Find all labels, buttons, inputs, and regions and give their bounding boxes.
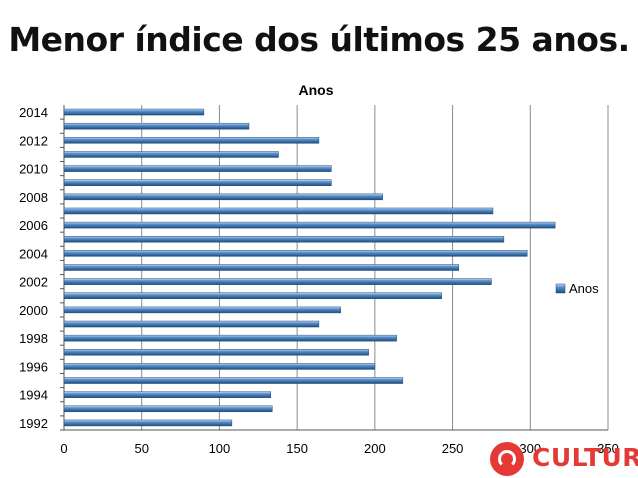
bar-2005 (63, 235, 505, 243)
legend-label: Anos (569, 281, 599, 296)
x-tick-label: 0 (60, 441, 67, 456)
y-axis-ticks: 1992 1994 1996 1998 2000 2002 2004 2006 2008 2010… (19, 105, 64, 431)
bar-2000 (63, 306, 341, 314)
x-axis-ticks: 0 50 100 150 200 250 300 350 (60, 441, 618, 456)
bar-1993 (63, 405, 273, 413)
bar-2001 (63, 292, 442, 300)
y-tick-label: 1996 (19, 359, 48, 374)
bar-1996 (63, 363, 376, 370)
y-tick-label: 1994 (19, 388, 48, 403)
x-tick-label: 250 (442, 441, 464, 456)
y-tick-label: 2004 (19, 246, 48, 261)
bar-1992 (63, 419, 233, 427)
bar-1999 (63, 320, 320, 328)
bar-1997 (63, 349, 369, 356)
y-tick-label: 2006 (19, 218, 48, 233)
bar-2011 (63, 151, 279, 158)
y-tick-label: 2000 (19, 303, 48, 318)
x-tick-label: 350 (597, 441, 619, 456)
chart-title: Anos (299, 82, 334, 98)
bar-2004 (63, 250, 528, 257)
bar-2013 (63, 122, 250, 130)
bar-2003 (63, 264, 460, 271)
y-tick-label: 2008 (19, 190, 48, 205)
y-tick-label: 2010 (19, 162, 48, 177)
y-tick-label: 1992 (19, 416, 48, 431)
x-tick-label: 150 (286, 441, 308, 456)
bar-1994 (63, 391, 271, 398)
bar-2002 (63, 278, 492, 285)
legend: Anos (555, 281, 599, 296)
y-tick-label: 2002 (19, 275, 48, 290)
bar-series (63, 108, 556, 427)
legend-swatch (555, 283, 566, 294)
x-tick-label: 300 (519, 441, 541, 456)
page-headline: Menor índice dos últimos 25 anos. (8, 20, 630, 59)
bar-2007 (63, 207, 494, 215)
bar-2014 (63, 108, 205, 116)
bar-1998 (63, 334, 397, 342)
x-tick-label: 200 (364, 441, 386, 456)
bar-2010 (63, 165, 332, 172)
x-tick-label: 50 (134, 441, 148, 456)
y-tick-label: 2012 (19, 133, 48, 148)
bar-2008 (63, 193, 383, 201)
bar-2006 (63, 221, 556, 229)
bar-1995 (63, 377, 404, 384)
x-tick-label: 100 (209, 441, 231, 456)
bar-2009 (63, 179, 332, 186)
y-tick-label: 2014 (19, 105, 48, 120)
cultura-radio-icon (490, 442, 524, 476)
logo-text: CULTURA (532, 443, 638, 472)
bar-2012 (63, 137, 320, 144)
cultura-logo: CULTURA (490, 440, 638, 476)
y-tick-label: 1998 (19, 331, 48, 346)
